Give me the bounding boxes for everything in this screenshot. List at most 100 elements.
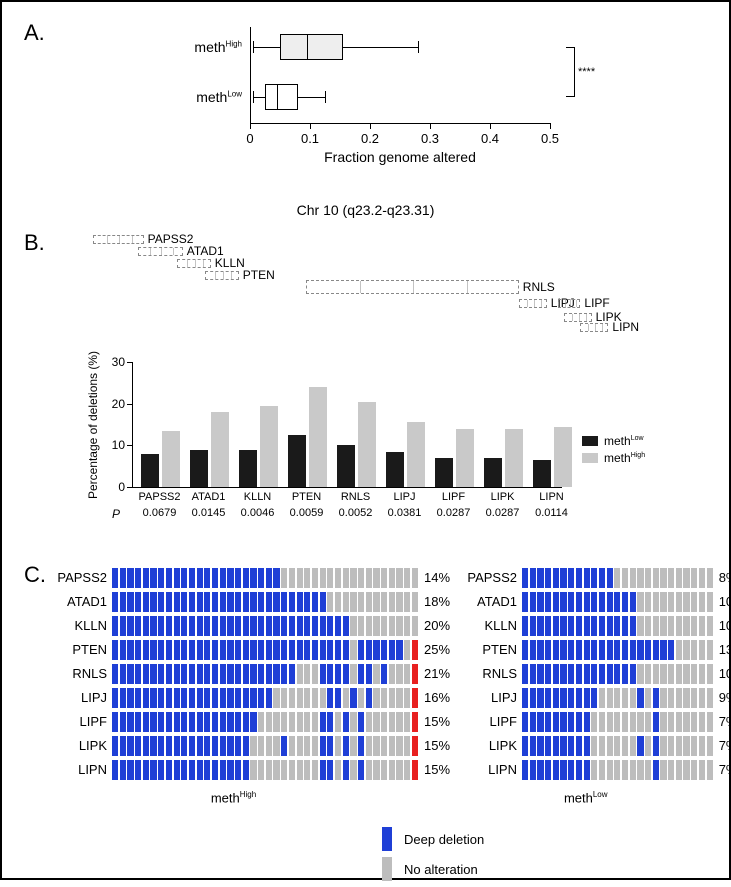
- onco-cell: [304, 640, 310, 660]
- onco-cell: [273, 760, 279, 780]
- onco-cell: [273, 736, 279, 756]
- onco-cell: [545, 712, 551, 732]
- onco-cell: [676, 640, 682, 660]
- onco-cell: [699, 760, 705, 780]
- onco-cell: [358, 688, 364, 708]
- onco-cell: [622, 616, 628, 636]
- onco-cell: [373, 736, 379, 756]
- onco-cell: [189, 568, 195, 588]
- onco-cell: [584, 688, 590, 708]
- bar-pval-LIPN: 0.0114: [535, 507, 568, 519]
- onco-cell: [358, 616, 364, 636]
- onco-cell: [212, 736, 218, 756]
- onco-cell: [166, 760, 172, 780]
- bar-pval-RNLS: 0.0052: [339, 507, 373, 519]
- onco-gene-label: LIPJ: [52, 690, 112, 705]
- onco-cell: [127, 568, 133, 588]
- gene-name-PTEN: PTEN: [239, 268, 275, 282]
- onco-cell: [568, 664, 574, 684]
- onco-cell: [289, 616, 295, 636]
- onco-cell: [683, 664, 689, 684]
- onco-cell: [522, 568, 528, 588]
- onco-cell: [683, 616, 689, 636]
- onco-cell: [350, 712, 356, 732]
- onco-cell: [553, 736, 559, 756]
- onco-cell: [373, 760, 379, 780]
- onco-cell: [660, 760, 666, 780]
- ytick-label: 30: [112, 355, 125, 369]
- xtick-label: 0.2: [361, 131, 379, 146]
- onco-cell: [204, 688, 210, 708]
- onco-cell: [335, 616, 341, 636]
- onco-cell: [127, 592, 133, 612]
- onco-cell: [127, 640, 133, 660]
- onco-cell: [166, 664, 172, 684]
- figure-frame: A. B. C. methHighmethLow00.10.20.30.40.5…: [0, 0, 731, 880]
- onco-cell: [273, 640, 279, 660]
- onco-cell: [660, 616, 666, 636]
- onco-cell: [320, 760, 326, 780]
- onco-cell: [553, 760, 559, 780]
- onco-cell: [197, 640, 203, 660]
- onco-cell: [373, 592, 379, 612]
- onco-cell: [235, 664, 241, 684]
- onco-cell: [212, 616, 218, 636]
- onco-cell: [653, 616, 659, 636]
- onco-cell: [127, 712, 133, 732]
- onco-cell: [607, 736, 613, 756]
- onco-cell: [358, 712, 364, 732]
- onco-cell: [607, 640, 613, 660]
- panel-C-label: C.: [24, 562, 46, 588]
- onco-cell: [312, 664, 318, 684]
- onco-cell: [676, 664, 682, 684]
- onco-cell: [212, 664, 218, 684]
- legend-swatch: [582, 453, 598, 463]
- bar-low-ATAD1: [190, 450, 208, 488]
- xtick-label: 0.4: [481, 131, 499, 146]
- onco-cell: [135, 760, 141, 780]
- onco-cell: [343, 640, 349, 660]
- onco-cell: [120, 712, 126, 732]
- onco-cell: [143, 664, 149, 684]
- onco-cell: [366, 736, 372, 756]
- onco-cell: [576, 712, 582, 732]
- onco-cell: [645, 760, 651, 780]
- bar-pval-PAPSS2: 0.0679: [143, 507, 177, 519]
- panel-B-genemap: PAPSS2ATAD1KLLNPTENRNLSLIPJLIPFLIPKLIPN: [82, 232, 642, 352]
- onco-cell: [174, 664, 180, 684]
- onco-cell: [297, 616, 303, 636]
- bar-ylabel: Percentage of deletions (%): [86, 350, 100, 498]
- onco-cell: [599, 736, 605, 756]
- onco-cell: [120, 760, 126, 780]
- onco-cell: [312, 688, 318, 708]
- onco-cell: [530, 568, 536, 588]
- onco-gene-label: PAPSS2: [462, 570, 522, 585]
- onco-row-LIPJ: LIPJ9%: [462, 687, 731, 708]
- onco-cell: [584, 736, 590, 756]
- onco-cell: [584, 616, 590, 636]
- onco-cell: [204, 568, 210, 588]
- bar-high-PTEN: [309, 387, 327, 487]
- onco-cell: [143, 712, 149, 732]
- onco-cell: [645, 592, 651, 612]
- bar-xlabel-LIPK: LIPK: [491, 491, 515, 503]
- onco-cell: [676, 760, 682, 780]
- onco-cell: [545, 688, 551, 708]
- onco-cell: [297, 760, 303, 780]
- onco-cell: [289, 760, 295, 780]
- onco-cell: [266, 616, 272, 636]
- onco-cell: [614, 712, 620, 732]
- onco-cell: [189, 616, 195, 636]
- onco-cell: [691, 592, 697, 612]
- onco-cell: [584, 568, 590, 588]
- onco-cell: [396, 568, 402, 588]
- onco-cell: [691, 664, 697, 684]
- onco-cell: [197, 568, 203, 588]
- onco-cell: [189, 664, 195, 684]
- onco-cell: [668, 616, 674, 636]
- onco-cell: [220, 616, 226, 636]
- onco-cell: [404, 712, 410, 732]
- onco-cell: [568, 712, 574, 732]
- gene-name-LIPN: LIPN: [608, 320, 639, 334]
- onco-cell: [127, 760, 133, 780]
